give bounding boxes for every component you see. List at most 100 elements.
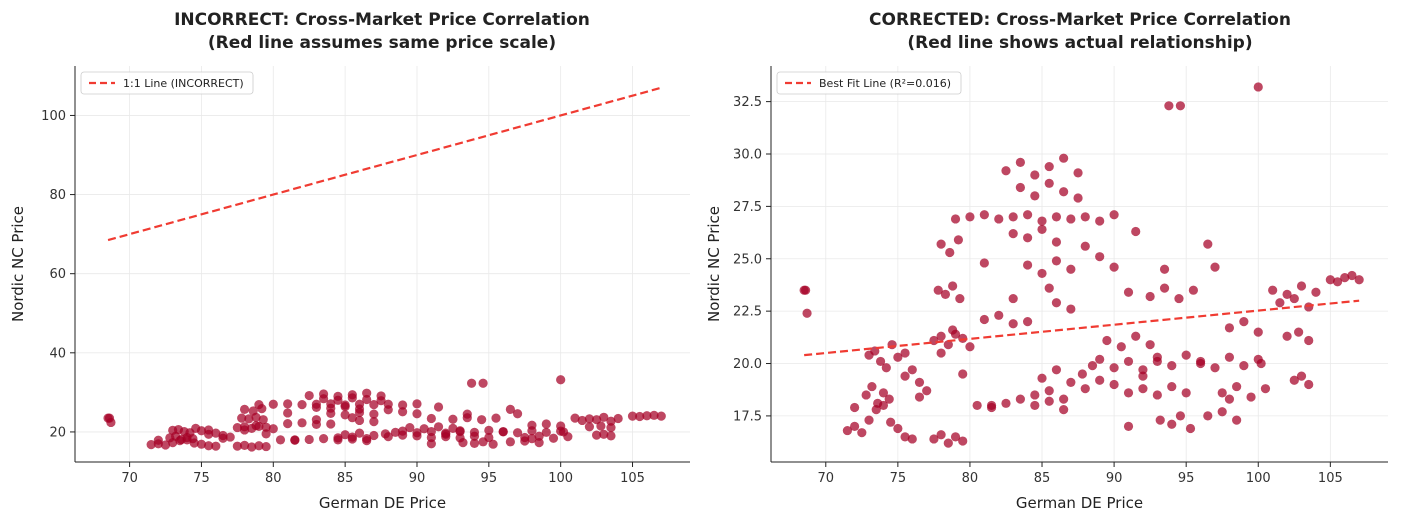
- scatter-point: [204, 441, 214, 451]
- scatter-point: [1015, 182, 1025, 193]
- scatter-point: [878, 388, 889, 398]
- scatter-point: [979, 258, 989, 268]
- y-tick-label: 30.0: [733, 148, 762, 163]
- x-tick-label: 70: [818, 471, 835, 486]
- scatter-point: [1087, 361, 1098, 371]
- scatter-point: [1001, 398, 1011, 408]
- scatter-point: [484, 425, 494, 435]
- scatter-point: [239, 404, 250, 414]
- scatter-point: [994, 310, 1004, 320]
- scatter-point: [1174, 293, 1184, 304]
- scatter-point: [1030, 191, 1040, 201]
- scatter-point: [1073, 193, 1083, 203]
- scatter-point: [1332, 277, 1343, 287]
- scatter-point: [922, 386, 932, 396]
- scatter-point: [398, 407, 408, 417]
- scatter-point: [153, 435, 163, 445]
- scatter-point: [656, 411, 666, 421]
- scatter-point: [1210, 363, 1220, 373]
- scatter-point: [311, 402, 322, 413]
- chart-title: INCORRECT: Cross-Market Price Correlatio…: [174, 10, 590, 30]
- scatter-point: [283, 419, 293, 429]
- scatter-point: [1051, 365, 1062, 375]
- scatter-point: [369, 400, 379, 410]
- scatter-point: [1023, 317, 1033, 327]
- scatter-point: [1145, 291, 1155, 302]
- scatter-point: [1167, 419, 1177, 429]
- scatter-point: [1123, 287, 1134, 297]
- scatter-point: [333, 395, 343, 405]
- scatter-point: [1289, 375, 1299, 385]
- scatter-point: [933, 285, 943, 295]
- scatter-point: [1253, 82, 1263, 92]
- scatter-point: [304, 390, 314, 401]
- scatter-point: [1167, 361, 1177, 371]
- scatter-point: [1109, 262, 1119, 272]
- scatter-point: [347, 432, 357, 442]
- scatter-point: [204, 425, 214, 435]
- scatter-point: [534, 431, 544, 441]
- scatter-point: [943, 438, 953, 448]
- scatter-point: [1109, 379, 1119, 390]
- scatter-point: [248, 406, 258, 416]
- scatter-point: [1095, 216, 1105, 226]
- scatter-point: [1123, 388, 1134, 398]
- scatter-point: [412, 431, 422, 441]
- scatter-point: [369, 417, 379, 427]
- scatter-point: [441, 432, 451, 442]
- scatter-point: [333, 433, 343, 443]
- scatter-point: [1294, 327, 1304, 337]
- scatter-point: [362, 388, 372, 398]
- scatter-point: [311, 415, 322, 425]
- scatter-point: [599, 412, 609, 422]
- scatter-point: [907, 434, 917, 444]
- scatter-point: [376, 396, 386, 406]
- scatter-point: [1077, 369, 1087, 379]
- scatter-point: [211, 441, 221, 451]
- scatter-point: [1008, 229, 1018, 239]
- scatter-point: [1066, 304, 1076, 314]
- scatter-point: [850, 421, 860, 431]
- y-tick-label: 22.5: [733, 305, 762, 320]
- scatter-point: [354, 415, 365, 426]
- scatter-point: [225, 432, 235, 442]
- scatter-point: [577, 415, 587, 426]
- scatter-point: [1232, 381, 1242, 392]
- scatter-point: [1123, 421, 1134, 431]
- scatter-point: [318, 434, 329, 444]
- scatter-point: [1188, 285, 1198, 295]
- scatter-point: [297, 418, 307, 428]
- scatter-point: [196, 439, 207, 449]
- y-tick-label: 32.5: [733, 95, 762, 110]
- scatter-point: [1044, 386, 1054, 396]
- scatter-point: [1023, 233, 1033, 243]
- scatter-point: [1095, 354, 1105, 364]
- legend-label: 1:1 Line (INCORRECT): [123, 77, 244, 90]
- scatter-point: [196, 426, 207, 436]
- scatter-point: [426, 439, 436, 449]
- scatter-point: [850, 402, 860, 413]
- scatter-point: [1256, 358, 1266, 369]
- scatter-point: [1164, 101, 1174, 111]
- scatter-point: [953, 235, 964, 245]
- scatter-point: [1080, 212, 1090, 222]
- scatter-point: [318, 394, 329, 404]
- scatter-point: [1296, 281, 1307, 291]
- scatter-point: [477, 415, 487, 425]
- x-tick-label: 90: [1106, 471, 1123, 486]
- scatter-point: [534, 438, 544, 448]
- scatter-point: [800, 285, 811, 295]
- best-fit-line: [804, 299, 1360, 357]
- x-tick-label: 85: [337, 471, 354, 486]
- y-tick-label: 100: [41, 109, 66, 124]
- y-axis-label: Nordic NC Price: [9, 206, 27, 322]
- scatter-point: [1044, 396, 1054, 406]
- x-tick-label: 80: [962, 471, 979, 486]
- scatter-point: [340, 430, 350, 440]
- scatter-point: [914, 392, 925, 402]
- x-axis-label: German DE Price: [319, 494, 446, 512]
- scatter-point: [994, 214, 1004, 224]
- scatter-point: [965, 212, 975, 222]
- scatter-point: [458, 438, 468, 448]
